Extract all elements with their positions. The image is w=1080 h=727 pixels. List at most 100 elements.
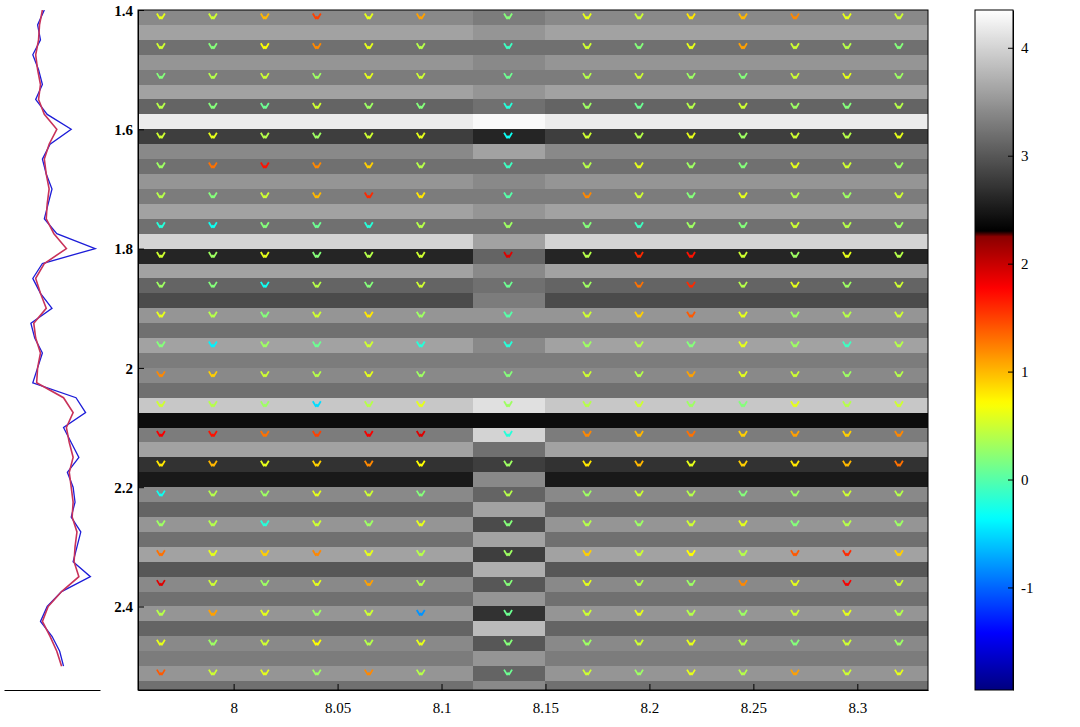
tick: 2 — [1008, 256, 1029, 272]
marker — [687, 640, 695, 645]
marker — [791, 610, 799, 615]
marker — [157, 580, 165, 585]
marker — [365, 610, 373, 615]
marker — [209, 163, 217, 168]
marker — [209, 371, 217, 376]
marker — [687, 371, 695, 376]
marker — [739, 43, 747, 48]
marker — [895, 371, 903, 376]
tick-label: 8.1 — [433, 700, 452, 716]
strip-cell — [473, 353, 546, 368]
marker — [365, 431, 373, 436]
marker — [365, 312, 373, 317]
marker — [583, 73, 591, 78]
tick-label: 8 — [230, 700, 238, 716]
marker — [209, 431, 217, 436]
marker — [209, 192, 217, 197]
marker — [209, 640, 217, 645]
strip-cell — [473, 264, 546, 279]
marker — [635, 550, 643, 555]
marker — [261, 133, 269, 138]
tick-mark — [857, 684, 858, 690]
heat-cell — [138, 353, 928, 368]
marker — [791, 431, 799, 436]
marker — [843, 73, 851, 78]
marker — [895, 163, 903, 168]
marker — [261, 312, 269, 317]
marker — [583, 103, 591, 108]
marker — [261, 342, 269, 347]
marker — [157, 491, 165, 496]
heat-cell — [138, 144, 928, 159]
strip-cell — [473, 129, 546, 144]
marker — [895, 222, 903, 227]
marker — [313, 342, 321, 347]
strip-cell — [473, 428, 546, 443]
marker — [583, 192, 591, 197]
marker — [313, 192, 321, 197]
marker — [261, 580, 269, 585]
heat-cell — [138, 621, 928, 636]
marker — [365, 520, 373, 525]
marker — [157, 163, 165, 168]
strip-cell — [473, 383, 546, 398]
tick: 8.25 — [741, 684, 767, 716]
strip-cell — [473, 398, 546, 413]
marker — [895, 282, 903, 287]
strip-cell — [473, 547, 546, 562]
tick: 8.1 — [433, 684, 452, 716]
marker — [635, 252, 643, 257]
strip-cell — [473, 577, 546, 592]
marker — [843, 43, 851, 48]
marker — [687, 103, 695, 108]
marker — [895, 73, 903, 78]
marker — [313, 163, 321, 168]
marker — [583, 342, 591, 347]
marker — [791, 103, 799, 108]
marker — [417, 520, 425, 525]
marker — [504, 461, 512, 466]
heat-cell — [138, 368, 928, 383]
marker — [739, 461, 747, 466]
marker — [157, 103, 165, 108]
marker — [843, 461, 851, 466]
heat-cell — [138, 562, 928, 577]
marker — [261, 550, 269, 555]
marker — [843, 192, 851, 197]
marker — [365, 103, 373, 108]
tick-mark — [1008, 587, 1013, 588]
marker — [635, 312, 643, 317]
strip-cell — [473, 85, 546, 100]
marker — [791, 670, 799, 675]
marker — [313, 461, 321, 466]
marker — [791, 461, 799, 466]
marker — [635, 431, 643, 436]
marker — [583, 580, 591, 585]
tick-mark — [753, 684, 754, 690]
marker — [843, 342, 851, 347]
strip-cell — [473, 413, 546, 428]
marker — [739, 610, 747, 615]
marker — [583, 133, 591, 138]
marker — [739, 431, 747, 436]
marker — [504, 640, 512, 645]
tick-label: 1.6 — [114, 122, 133, 138]
marker — [209, 670, 217, 675]
marker — [739, 342, 747, 347]
strip-cell — [473, 338, 546, 353]
marker — [687, 252, 695, 257]
marker — [583, 252, 591, 257]
heat-cell — [138, 472, 928, 487]
tick-mark — [138, 606, 144, 607]
marker — [895, 133, 903, 138]
marker — [313, 133, 321, 138]
heat-cell — [138, 398, 928, 413]
marker — [843, 610, 851, 615]
marker — [365, 13, 373, 18]
marker — [739, 252, 747, 257]
marker — [417, 610, 425, 615]
strip-cell — [473, 174, 546, 189]
marker — [687, 312, 695, 317]
marker — [635, 610, 643, 615]
tick-label: 0 — [1021, 472, 1029, 488]
